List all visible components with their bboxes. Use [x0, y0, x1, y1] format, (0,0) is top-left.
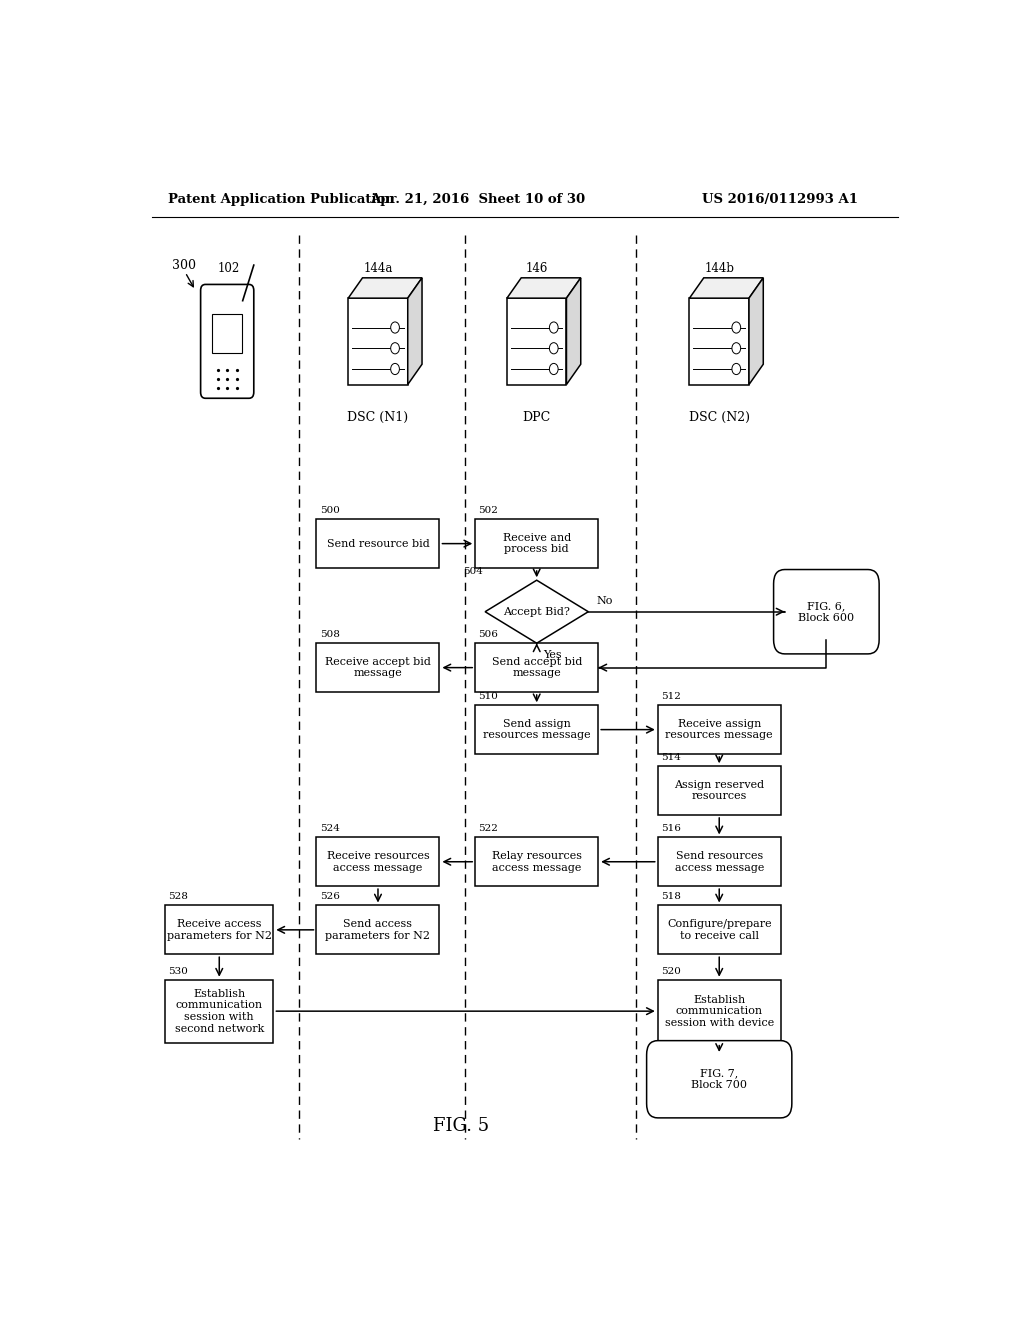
- Text: FIG. 6,
Block 600: FIG. 6, Block 600: [799, 601, 854, 623]
- Text: US 2016/0112993 A1: US 2016/0112993 A1: [702, 193, 858, 206]
- Text: Configure/prepare
to receive call: Configure/prepare to receive call: [667, 919, 771, 941]
- Text: Yes: Yes: [543, 651, 562, 660]
- Circle shape: [550, 343, 558, 354]
- Text: Send access
parameters for N2: Send access parameters for N2: [326, 919, 430, 941]
- Bar: [212, 314, 243, 352]
- Text: DSC (N1): DSC (N1): [347, 411, 409, 424]
- Text: 504: 504: [463, 568, 482, 576]
- Text: Send resource bid: Send resource bid: [327, 539, 429, 549]
- FancyBboxPatch shape: [316, 906, 439, 954]
- Circle shape: [391, 322, 399, 333]
- Text: Accept Bid?: Accept Bid?: [503, 607, 570, 616]
- FancyBboxPatch shape: [201, 284, 254, 399]
- Text: Receive and
process bid: Receive and process bid: [503, 533, 570, 554]
- Text: Send assign
resources message: Send assign resources message: [483, 719, 591, 741]
- Polygon shape: [749, 277, 763, 384]
- Text: 506: 506: [478, 630, 499, 639]
- Text: Establish
communication
session with device: Establish communication session with dev…: [665, 994, 774, 1028]
- FancyBboxPatch shape: [773, 569, 880, 653]
- Text: 500: 500: [319, 506, 340, 515]
- Text: Send resources
access message: Send resources access message: [675, 851, 764, 873]
- Polygon shape: [408, 277, 422, 384]
- FancyBboxPatch shape: [316, 837, 439, 886]
- Text: FIG. 7,
Block 700: FIG. 7, Block 700: [691, 1068, 748, 1090]
- Text: 502: 502: [478, 506, 499, 515]
- Text: Receive resources
access message: Receive resources access message: [327, 851, 429, 873]
- Text: DPC: DPC: [522, 411, 551, 424]
- Circle shape: [391, 343, 399, 354]
- Text: 518: 518: [660, 892, 681, 902]
- Text: 512: 512: [660, 692, 681, 701]
- Text: 520: 520: [660, 966, 681, 975]
- Polygon shape: [507, 277, 581, 298]
- Text: 526: 526: [319, 892, 340, 902]
- Circle shape: [732, 322, 740, 333]
- Text: DSC (N2): DSC (N2): [689, 411, 750, 424]
- Text: Receive accept bid
message: Receive accept bid message: [325, 657, 431, 678]
- Text: 514: 514: [660, 754, 681, 762]
- Text: 528: 528: [168, 892, 188, 902]
- Polygon shape: [348, 277, 422, 298]
- FancyBboxPatch shape: [316, 519, 439, 568]
- Circle shape: [732, 363, 740, 375]
- FancyBboxPatch shape: [475, 519, 598, 568]
- Text: 144a: 144a: [364, 261, 392, 275]
- Polygon shape: [485, 581, 588, 643]
- Text: Send accept bid
message: Send accept bid message: [492, 657, 582, 678]
- FancyBboxPatch shape: [165, 906, 273, 954]
- Circle shape: [550, 322, 558, 333]
- Polygon shape: [689, 277, 763, 298]
- FancyBboxPatch shape: [316, 643, 439, 692]
- Text: 522: 522: [478, 824, 499, 833]
- FancyBboxPatch shape: [475, 643, 598, 692]
- Text: 524: 524: [319, 824, 340, 833]
- Text: Receive access
parameters for N2: Receive access parameters for N2: [167, 919, 271, 941]
- Polygon shape: [566, 277, 581, 384]
- Text: 510: 510: [478, 692, 499, 701]
- Text: 300: 300: [172, 259, 196, 272]
- FancyBboxPatch shape: [657, 979, 780, 1043]
- Text: 508: 508: [319, 630, 340, 639]
- Text: Establish
communication
session with
second network: Establish communication session with sec…: [174, 989, 264, 1034]
- Circle shape: [732, 343, 740, 354]
- Bar: [689, 298, 749, 384]
- FancyBboxPatch shape: [657, 766, 780, 814]
- Text: No: No: [596, 595, 612, 606]
- Text: FIG. 5: FIG. 5: [433, 1117, 489, 1135]
- Text: Relay resources
access message: Relay resources access message: [492, 851, 582, 873]
- Bar: [507, 298, 566, 384]
- FancyBboxPatch shape: [646, 1040, 792, 1118]
- FancyBboxPatch shape: [475, 837, 598, 886]
- Text: Patent Application Publication: Patent Application Publication: [168, 193, 394, 206]
- Circle shape: [391, 363, 399, 375]
- Bar: [348, 298, 408, 384]
- Text: Apr. 21, 2016  Sheet 10 of 30: Apr. 21, 2016 Sheet 10 of 30: [370, 193, 585, 206]
- Text: 530: 530: [168, 966, 188, 975]
- FancyBboxPatch shape: [657, 837, 780, 886]
- Text: Assign reserved
resources: Assign reserved resources: [674, 780, 764, 801]
- Text: Receive assign
resources message: Receive assign resources message: [666, 719, 773, 741]
- FancyBboxPatch shape: [657, 705, 780, 754]
- FancyBboxPatch shape: [475, 705, 598, 754]
- FancyBboxPatch shape: [657, 906, 780, 954]
- Circle shape: [550, 363, 558, 375]
- Text: 144b: 144b: [705, 261, 734, 275]
- Text: 102: 102: [218, 261, 240, 275]
- Text: 516: 516: [660, 824, 681, 833]
- FancyBboxPatch shape: [165, 979, 273, 1043]
- Text: 146: 146: [525, 261, 548, 275]
